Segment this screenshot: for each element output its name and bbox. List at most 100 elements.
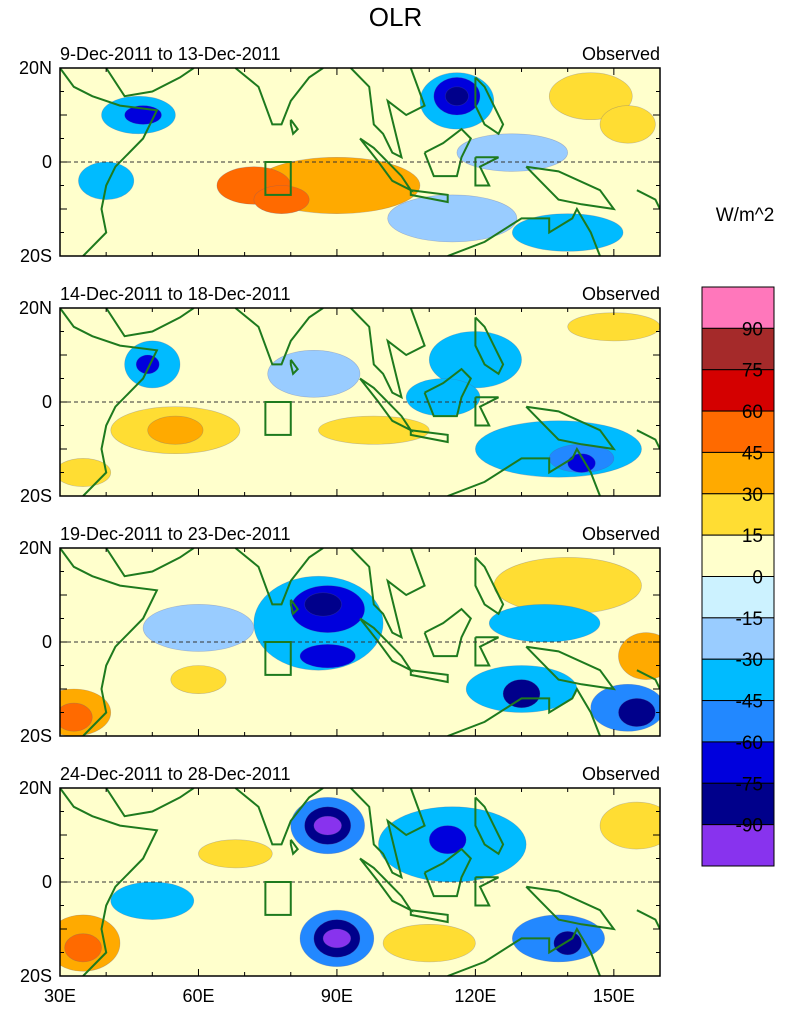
olr-anomaly-blob	[318, 415, 430, 445]
olr-anomaly-field	[78, 72, 656, 252]
borneo-coast	[423, 847, 473, 898]
olr-anomaly-blob	[78, 161, 135, 200]
panel-period-label: 24-Dec-2011 to 28-Dec-2011	[60, 764, 290, 784]
olr-anomaly-field	[60, 312, 660, 487]
olr-anomaly-blob	[253, 185, 310, 215]
indochina-coast	[350, 308, 426, 400]
y-tick-label: 20S	[20, 726, 52, 746]
colorbar-swatch	[701, 658, 775, 702]
y-tick-label: 20S	[20, 486, 52, 506]
panel-observed-label: Observed	[582, 524, 660, 544]
olr-anomaly-blob	[313, 815, 342, 836]
newguinea-coast	[525, 645, 617, 691]
australia-coast	[447, 926, 601, 976]
colorbar-swatch	[701, 410, 775, 453]
colorbar-label: -60	[736, 733, 763, 754]
srilanka-coast	[289, 839, 300, 856]
solomon-coast	[636, 429, 660, 450]
y-tick-label: 20N	[19, 538, 52, 558]
olr-anomaly-blob	[299, 644, 356, 669]
olr-anomaly-blob	[64, 933, 102, 963]
region-box	[264, 641, 292, 676]
colorbar-label: 45	[742, 443, 763, 464]
panel-period-label: 14-Dec-2011 to 18-Dec-2011	[60, 284, 290, 304]
region-box	[264, 401, 292, 436]
olr-anomaly-blob	[267, 349, 361, 398]
africa-coast	[60, 548, 159, 736]
colorbar-label: 15	[742, 526, 763, 547]
olr-anomaly-blob	[60, 702, 93, 732]
solomon-coast	[636, 189, 660, 210]
arabia-coast	[105, 308, 195, 338]
colorbar-label: 30	[742, 485, 763, 506]
x-tick-label: 150E	[593, 986, 635, 1006]
olr-anomaly-blob	[548, 72, 633, 120]
colorbar-swatch	[701, 369, 775, 412]
y-tick-label: 20S	[20, 246, 52, 266]
panel-3: 20N 0 20S 19-Dec-2011 to 23-Dec-2011 Observe…	[19, 524, 661, 746]
olr-anomaly-field	[60, 557, 660, 736]
colorbar-swatch	[701, 493, 775, 536]
colorbar-label: -45	[736, 692, 763, 713]
olr-anomaly-blob	[142, 604, 255, 652]
borneo-coast	[423, 607, 473, 658]
sulawesi-coast	[474, 876, 499, 907]
olr-anomaly-blob	[198, 839, 273, 869]
arabia-coast	[105, 788, 195, 818]
colorbar-label: 60	[742, 402, 763, 423]
olr-anomaly-blob	[502, 679, 541, 709]
olr-anomaly-field	[60, 797, 660, 972]
panel-observed-label: Observed	[582, 284, 660, 304]
india-coast	[234, 788, 324, 846]
olr-anomaly-blob	[304, 592, 342, 617]
india-coast	[234, 308, 324, 366]
panel-period-label: 19-Dec-2011 to 23-Dec-2011	[60, 524, 290, 544]
olr-anomaly-blob	[599, 105, 656, 144]
olr-anomaly-blob	[618, 698, 656, 727]
colorbar-swatch	[701, 824, 775, 867]
y-tick-label: 0	[42, 872, 52, 892]
solomon-coast	[636, 909, 660, 930]
indochina-coast	[350, 68, 426, 160]
olr-anomaly-blob	[488, 604, 601, 643]
olr-anomaly-blob	[456, 133, 568, 172]
panel-observed-label: Observed	[582, 764, 660, 784]
olr-anomaly-blob	[618, 632, 660, 680]
colorbar-swatch	[701, 617, 775, 660]
olr-anomaly-blob	[135, 354, 160, 375]
y-tick-label: 20N	[19, 298, 52, 318]
borneo-coast	[423, 127, 473, 178]
olr-anomaly-blob	[147, 415, 204, 445]
java-coast	[409, 189, 449, 204]
olr-anomaly-blob	[553, 931, 582, 956]
colorbar-label: 0	[752, 568, 763, 589]
australia-coast	[447, 686, 601, 736]
newguinea-coast	[525, 165, 617, 211]
region-box	[264, 881, 292, 916]
colorbar-label: -15	[736, 609, 763, 630]
olr-anomaly-blob	[170, 665, 227, 695]
colorbar-swatch	[701, 534, 775, 578]
arabia-coast	[105, 548, 195, 578]
philippines-coast	[474, 76, 505, 136]
colorbar-swatch	[701, 576, 775, 619]
y-tick-label: 0	[42, 392, 52, 412]
colorbar-swatch	[701, 286, 775, 329]
olr-anomaly-blob	[493, 557, 642, 615]
africa-coast	[60, 308, 159, 496]
x-tick-label: 90E	[321, 986, 353, 1006]
srilanka-coast	[289, 359, 300, 376]
panel-2: 20N 0 20S 14-Dec-2011 to 18-Dec-2011 Observe…	[19, 284, 661, 506]
colorbar-units: W/m^2	[716, 205, 775, 226]
sulawesi-coast	[474, 636, 499, 667]
olr-anomaly-blob	[382, 923, 476, 963]
borneo-coast	[423, 367, 473, 418]
solomon-coast	[636, 669, 660, 690]
chart-title: OLR	[368, 2, 423, 32]
panel-4: 20N 0 20S 24-Dec-2011 to 28-Dec-2011 Observe…	[19, 764, 661, 986]
australia-coast	[447, 446, 601, 496]
africa-coast	[60, 788, 159, 976]
x-tick-label: 60E	[182, 986, 214, 1006]
olr-anomaly-blob	[322, 928, 352, 949]
